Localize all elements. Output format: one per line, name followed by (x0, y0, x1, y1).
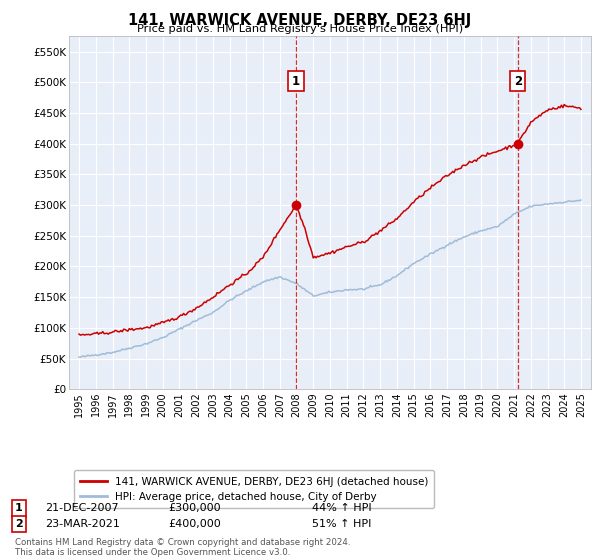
Text: 2: 2 (514, 74, 522, 88)
Text: 51% ↑ HPI: 51% ↑ HPI (312, 519, 371, 529)
Text: Price paid vs. HM Land Registry's House Price Index (HPI): Price paid vs. HM Land Registry's House … (137, 24, 463, 34)
Text: 2: 2 (15, 519, 23, 529)
Text: 141, WARWICK AVENUE, DERBY, DE23 6HJ: 141, WARWICK AVENUE, DERBY, DE23 6HJ (128, 13, 472, 28)
Legend: 141, WARWICK AVENUE, DERBY, DE23 6HJ (detached house), HPI: Average price, detac: 141, WARWICK AVENUE, DERBY, DE23 6HJ (de… (74, 470, 434, 508)
Text: 1: 1 (292, 74, 300, 88)
Text: 21-DEC-2007: 21-DEC-2007 (45, 503, 119, 514)
Text: 1: 1 (15, 503, 23, 514)
Text: 23-MAR-2021: 23-MAR-2021 (45, 519, 120, 529)
Text: 44% ↑ HPI: 44% ↑ HPI (312, 503, 371, 514)
Text: £400,000: £400,000 (168, 519, 221, 529)
Text: £300,000: £300,000 (168, 503, 221, 514)
Text: Contains HM Land Registry data © Crown copyright and database right 2024.
This d: Contains HM Land Registry data © Crown c… (15, 538, 350, 557)
